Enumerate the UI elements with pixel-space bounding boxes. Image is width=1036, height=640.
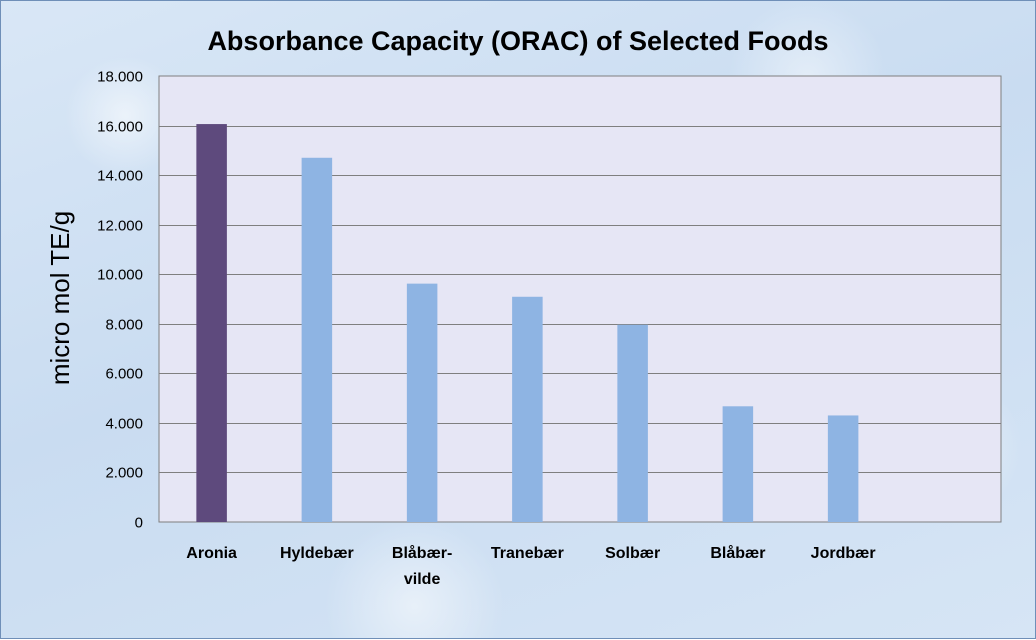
y-tick-label: 4.000 [105, 416, 143, 433]
y-tick-label: 10.000 [97, 267, 143, 284]
y-tick-label: 6.000 [105, 366, 143, 383]
x-tick-label: Aronia [186, 545, 237, 562]
bar [617, 324, 648, 522]
x-tick-label: Solbær [605, 545, 660, 562]
y-tick-label: 0 [135, 515, 143, 532]
x-tick-label: Blåbær- [392, 544, 452, 562]
bar [406, 283, 438, 522]
y-tick-label: 12.000 [97, 218, 143, 235]
bar [301, 157, 333, 522]
x-tick-label: Blåbær [710, 544, 765, 562]
y-tick-label: 16.000 [97, 119, 143, 136]
x-tick-label: Hyldebær [280, 545, 354, 562]
bar [827, 415, 859, 522]
bar [196, 124, 227, 523]
gridlines [159, 126, 1001, 473]
x-tick-label: Jordbær [811, 545, 876, 562]
bars [196, 124, 859, 523]
x-tick-labels: Aronia Hyldebær Blåbær-vilde Tranebær Solbær… [186, 544, 875, 588]
x-tick-label: vilde [404, 571, 441, 588]
y-tick-labels: 0 2.000 4.000 6.000 8.000 10.000 12.000 14.000 1… [97, 69, 143, 532]
plot-area [158, 75, 1002, 523]
bar [722, 406, 754, 522]
chart-title: Absorbance Capacity (ORAC) of Selected F… [207, 26, 828, 56]
y-axis-label: micro mol TE/g [45, 211, 75, 385]
bar [512, 296, 543, 522]
y-tick-label: 8.000 [105, 317, 143, 334]
y-tick-label: 2.000 [105, 465, 143, 482]
y-tick-label: 14.000 [97, 168, 143, 185]
y-tick-label: 18.000 [97, 69, 143, 86]
x-tick-label: Tranebær [491, 545, 564, 562]
